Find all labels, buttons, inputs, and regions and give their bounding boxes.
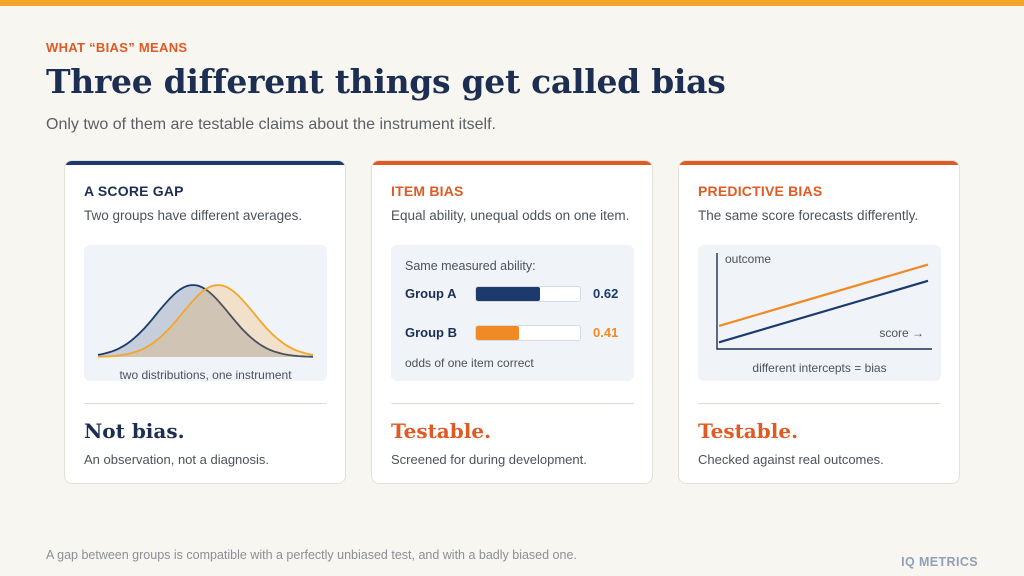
bar-track [475,286,581,302]
odds-footer: odds of one item correct [405,356,534,370]
bar-fill-group-b [476,326,519,340]
page-title: Three different things get called bias [46,62,726,101]
distribution-caption: two distributions, one instrument [119,368,292,382]
card-description: Equal ability, unequal odds on one item. [391,208,630,223]
card-divider [391,403,634,404]
card-verdict-note: An observation, not a diagnosis. [84,452,270,467]
card-verdict: Not bias. [84,419,185,443]
top-accent-bar [0,0,1024,6]
regression-caption: different intercepts = bias [752,361,887,375]
card-item-bias: ITEM BIAS Equal ability, unequal odds on… [371,160,653,484]
card-label: A SCORE GAP [84,183,184,199]
bar-fill-group-a [476,287,541,301]
card-score-gap: A SCORE GAP Two groups have different av… [64,160,346,484]
distribution-curve-2 [97,284,314,358]
bar-label: Group B [405,325,457,340]
card-verdict: Testable. [391,419,492,443]
card-accent-bar [65,161,345,165]
page-subtitle: Only two of them are testable claims abo… [46,116,496,133]
odds-panel: Same measured ability: Group A 0.62 Grou… [391,245,634,381]
regression-line-1 [718,263,929,328]
footnote: A gap between groups is compatible with … [46,548,577,562]
regression-panel: outcome score → different intercepts = bi… [698,245,941,381]
distribution-chart [97,284,314,358]
card-accent-bar [679,161,959,165]
brand-logo-text: IQ METRICS [901,555,978,569]
bar-value: 0.62 [593,286,619,301]
card-label: PREDICTIVE BIAS [698,183,823,199]
card-predictive-bias: PREDICTIVE BIAS The same score forecasts… [678,160,960,484]
x-axis-label: score → [879,326,924,340]
odds-row-group-b: Group B 0.41 [405,323,625,343]
card-verdict-note: Checked against real outcomes. [698,452,884,467]
distribution-area-2 [98,285,313,357]
axes-lines [716,253,932,350]
y-axis-label: outcome [725,252,771,266]
odds-row-group-a: Group A 0.62 [405,284,625,304]
card-divider [698,403,941,404]
card-description: Two groups have different averages. [84,208,303,223]
eyebrow-label: WHAT “BIAS” MEANS [46,40,188,55]
distribution-area-1 [98,285,313,357]
distribution-panel: two distributions, one instrument [84,245,327,382]
card-verdict-note: Screened for during development. [391,452,587,467]
bar-label: Group A [405,286,457,301]
odds-intro: Same measured ability: [405,259,536,273]
bar-track [475,325,581,341]
card-accent-bar [372,161,652,165]
bar-value: 0.41 [593,325,619,340]
card-divider [84,403,327,404]
card-label: ITEM BIAS [391,183,464,199]
card-description: The same score forecasts differently. [698,208,919,223]
regression-line-2 [718,279,929,344]
regression-chart: outcome score → [716,252,932,350]
card-verdict: Testable. [698,419,799,443]
